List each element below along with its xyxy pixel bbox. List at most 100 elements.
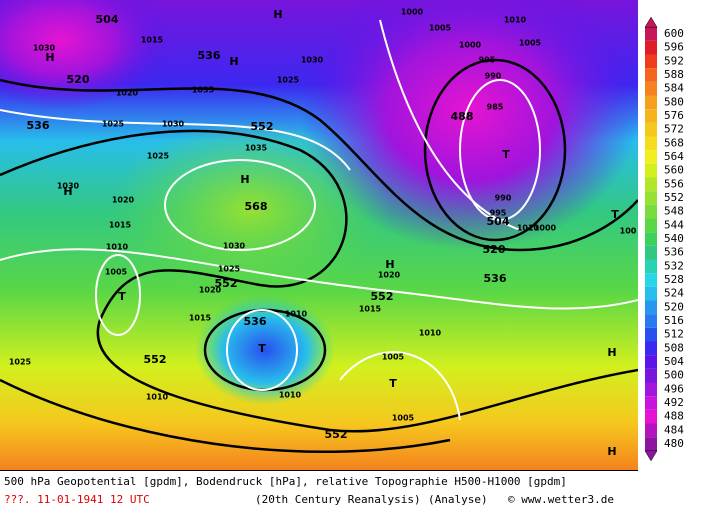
colorbar-label: 584 xyxy=(664,82,684,95)
map-label: 1035 xyxy=(245,144,268,153)
colorbar-swatch xyxy=(645,95,657,110)
map-label: H xyxy=(607,445,616,458)
colorbar-label: 592 xyxy=(664,54,684,67)
colorbar-swatch xyxy=(645,409,657,424)
map-label: 536 xyxy=(484,272,507,285)
colorbar-swatch xyxy=(645,355,657,369)
footer-description: 500 hPa Geopotential [gpdm], Bodendruck … xyxy=(4,475,567,488)
map-label: T xyxy=(611,208,619,221)
map-label: 504 xyxy=(96,13,119,26)
map-label: 1020 xyxy=(199,286,222,295)
colorbar-label: 572 xyxy=(664,123,684,136)
colorbar-label: 564 xyxy=(664,150,684,163)
footer-mode: (Analyse) xyxy=(428,493,488,506)
colorbar-label: 600 xyxy=(664,27,684,40)
colorbar-label: 544 xyxy=(664,218,684,231)
map-label: 1000 xyxy=(459,41,482,50)
map-label: H xyxy=(45,51,54,64)
map-label: 1030 xyxy=(57,182,80,191)
map-label: 1010 xyxy=(106,243,129,252)
colorbar-swatch xyxy=(645,136,657,151)
colorbar-label: 488 xyxy=(664,410,684,423)
map-label: 100 xyxy=(620,227,637,236)
map-label: T xyxy=(118,290,126,303)
colorbar-swatch xyxy=(645,54,657,69)
footer-date: ???. 11-01-1941 12 UTC xyxy=(4,493,150,506)
map-label: T xyxy=(389,377,397,390)
map-label: 1005 xyxy=(392,414,415,423)
map-label: 536 xyxy=(27,119,50,132)
colorbar-swatch xyxy=(645,177,657,192)
map-label: 1005 xyxy=(382,353,405,362)
map-label: 1030 xyxy=(301,56,324,65)
map-label: H xyxy=(607,346,616,359)
colorbar-label: 484 xyxy=(664,423,684,436)
colorbar-swatch xyxy=(645,191,657,205)
colorbar-swatch xyxy=(645,163,657,178)
map-label: H xyxy=(63,185,72,198)
map-label: T xyxy=(258,342,266,355)
map-label: T xyxy=(502,148,510,161)
footer-credit: © www.wetter3.de xyxy=(508,493,614,506)
colorbar-label: 580 xyxy=(664,95,684,108)
map-label: 552 xyxy=(251,120,274,133)
map-label: 536 xyxy=(198,49,221,62)
colorbar-swatch xyxy=(645,68,657,82)
map-label: 520 xyxy=(483,243,506,256)
map-label: 1000 xyxy=(401,8,424,17)
colorbar-label: 504 xyxy=(664,355,684,368)
colorbar-label: 588 xyxy=(664,68,684,81)
map-label: 552 xyxy=(144,353,167,366)
colorbar-label: 508 xyxy=(664,341,684,354)
map-label: 520 xyxy=(67,73,90,86)
map-label: 1020 xyxy=(112,196,135,205)
colorbar-label: 516 xyxy=(664,314,684,327)
map-label: 1010 xyxy=(419,329,442,338)
map-label: 1010 xyxy=(517,224,540,233)
colorbar-swatch xyxy=(645,396,657,410)
colorbar-swatch xyxy=(645,122,657,137)
colorbar-swatch xyxy=(645,232,657,246)
map-label: 1010 xyxy=(285,310,308,319)
map-label: 1015 xyxy=(141,36,164,45)
map-label: 1035 xyxy=(192,86,215,95)
colorbar-label: 532 xyxy=(664,259,684,272)
colorbar-swatch xyxy=(645,259,657,274)
colorbar-swatch xyxy=(645,150,657,164)
colorbar-label: 552 xyxy=(664,191,684,204)
map-label: 1030 xyxy=(223,242,246,251)
colorbar-arrow-bottom xyxy=(644,450,658,462)
map-label: 552 xyxy=(325,428,348,441)
map-label: 1000 xyxy=(534,224,557,233)
colorbar-swatch xyxy=(645,218,657,233)
map-label: H xyxy=(240,173,249,186)
map-label: 552 xyxy=(215,277,238,290)
colorbar-swatch xyxy=(645,273,657,287)
colorbar-label: 512 xyxy=(664,328,684,341)
map-label: 1025 xyxy=(218,265,241,274)
map-label: 1005 xyxy=(519,39,542,48)
map-label: 985 xyxy=(487,103,504,112)
colorbar-label: 576 xyxy=(664,109,684,122)
colorbar-label: 536 xyxy=(664,246,684,259)
colorbar-label: 540 xyxy=(664,232,684,245)
map-label: 568 xyxy=(245,200,268,213)
map-label: 1030 xyxy=(162,120,185,129)
map-label: 1025 xyxy=(9,358,32,367)
colorbar-label: 500 xyxy=(664,369,684,382)
colorbar-label: 520 xyxy=(664,300,684,313)
map-label: H xyxy=(229,55,238,68)
map-label: H xyxy=(273,8,282,21)
map-label: 995 xyxy=(490,209,507,218)
map-label: 1010 xyxy=(279,391,302,400)
colorbar-label: 560 xyxy=(664,164,684,177)
map-label: 1025 xyxy=(277,76,300,85)
colorbar-swatch xyxy=(645,314,657,328)
colorbar-swatch xyxy=(645,27,657,41)
map-label: 1010 xyxy=(504,16,527,25)
map-label: H xyxy=(385,258,394,271)
colorbar: 6005965925885845805765725685645605565525… xyxy=(644,16,684,462)
colorbar-swatch xyxy=(645,204,657,219)
